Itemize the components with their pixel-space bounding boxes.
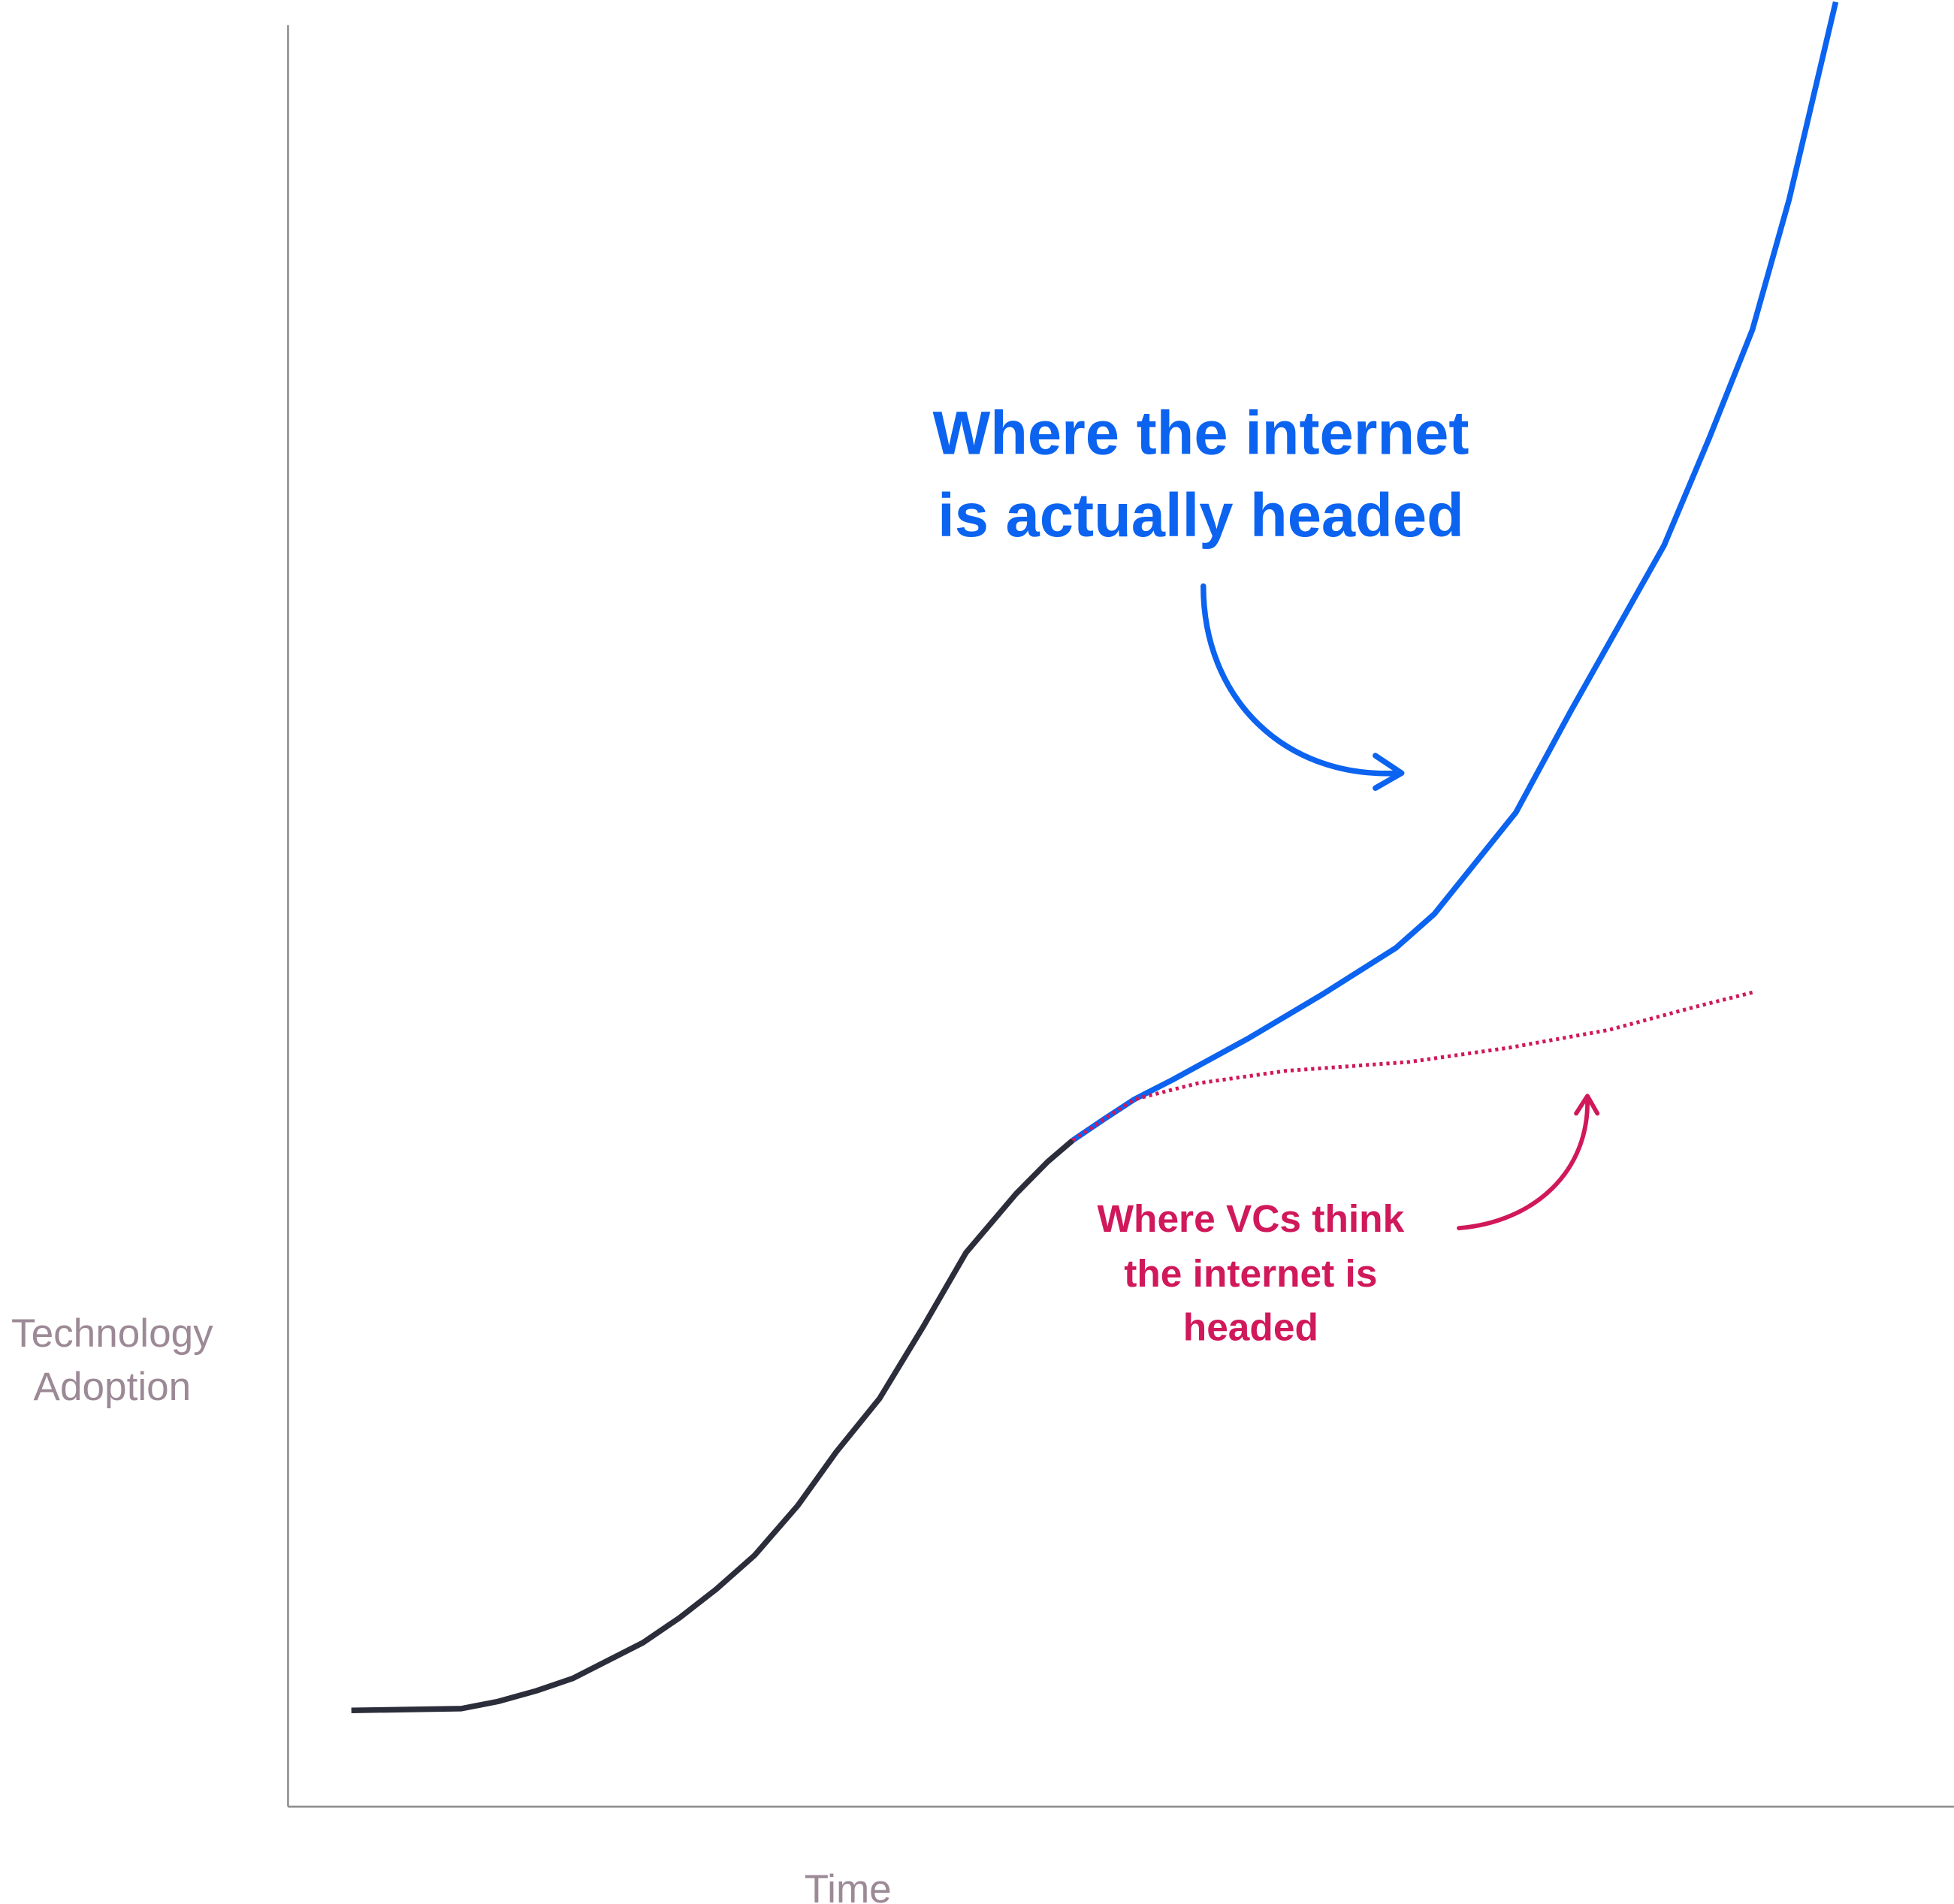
annotation-arrow [1457,1094,1600,1231]
y-axis-label: Adoption [34,1365,192,1409]
annotation-line: is actually headed [938,481,1464,550]
annotations: Where the internet is actually headed Wh… [932,399,1600,1349]
series-line [1071,1,1839,1143]
plot-area [351,1,1839,1713]
annotation-line: headed [1183,1305,1318,1349]
annotation-line: Where the internet [932,399,1469,467]
annotation-line: the internet is [1124,1251,1377,1295]
y-axis-label: Technology [11,1311,213,1356]
annotation-line: Where VCs think [1097,1196,1404,1240]
x-axis-label: Time [805,1867,892,1904]
series-line [351,1138,1075,1713]
series-line [1071,990,1753,1142]
annotation-arrow [1200,583,1405,791]
